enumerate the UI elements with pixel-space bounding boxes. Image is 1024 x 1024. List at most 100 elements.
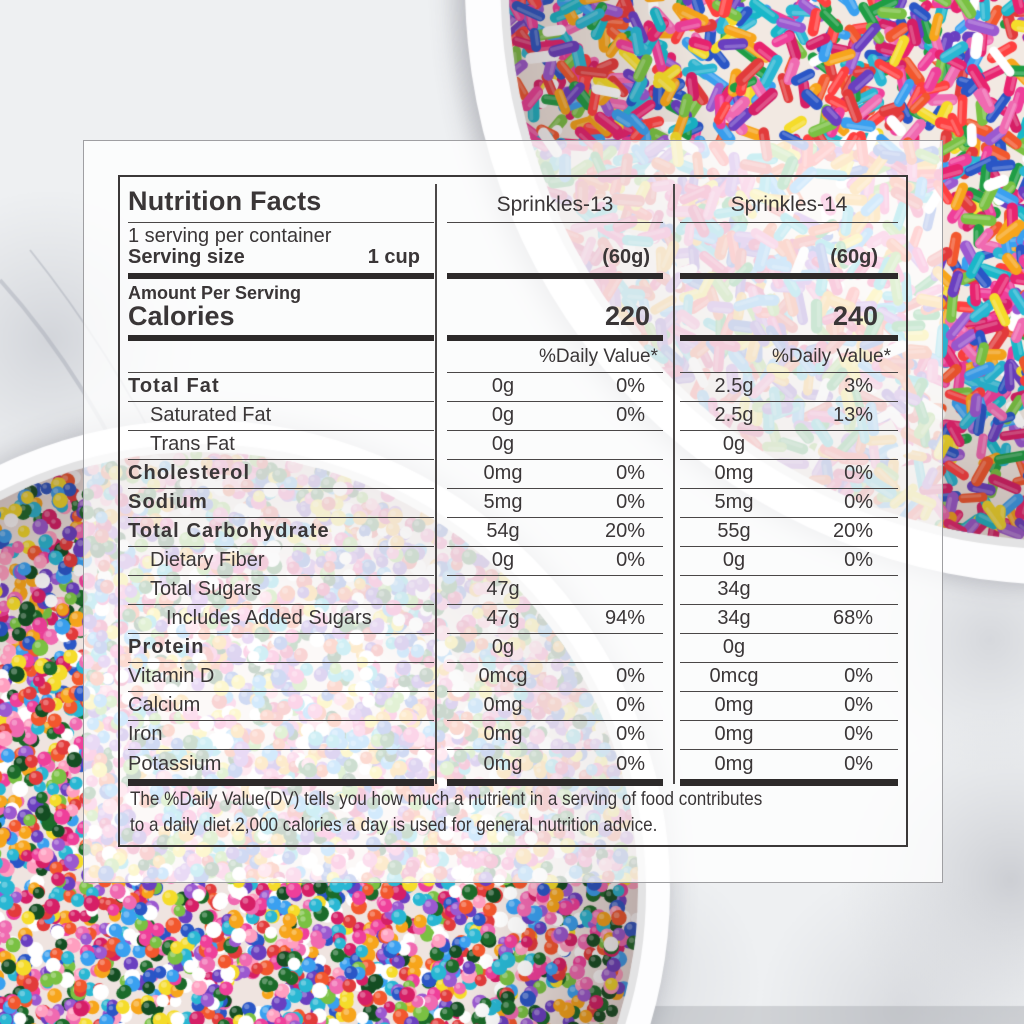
spacer-row [128,341,434,373]
servings-per-container: 1 serving per container [128,224,332,247]
table-row: 0mcg 0% [447,663,663,692]
nutrient-amount: 5mg [714,490,754,513]
table-row: Protein [128,634,434,663]
table-row: 0g [447,431,663,460]
nutrient-amount: 0mg [483,461,523,484]
table-row: Sodium [128,489,434,518]
nutrient-amount: 0mg [483,693,523,716]
nutrient-daily-value: 0% [844,752,873,775]
table-row: 0g [680,634,898,663]
table-row: 0mg 0% [680,721,898,750]
nutrient-amount: 54g [486,519,520,542]
nutrient-amount: 55g [717,519,751,542]
table-row: 47g [447,576,663,605]
column-divider [435,184,437,784]
nutrient-label: Vitamin D [128,664,215,687]
table-row: 55g 20% [680,518,898,547]
nutrient-amount: 0g [491,403,515,426]
spacer-row [447,223,663,248]
nutrient-label: Potassium [128,752,222,775]
nutrient-amount: 0g [491,635,515,658]
nutrient-daily-value: 68% [832,606,873,629]
nutrient-daily-value: 0% [844,548,873,571]
nutrient-amount: 0mg [483,752,523,775]
nutrient-daily-value: 0% [844,664,873,687]
table-row: 0g 0% [447,547,663,576]
table-row: 54g 20% [447,518,663,547]
nutrient-amount: 34g [717,577,751,600]
nutrient-amount: 0mcg [478,664,528,687]
nutrient-label: Includes Added Sugars [166,606,372,629]
nutrient-label: Protein [128,635,205,658]
nutrient-amount: 0g [491,432,515,455]
daily-value-header: %Daily Value* [680,341,898,373]
nutrient-label: Total Sugars [150,577,262,600]
table-row: 0mcg 0% [680,663,898,692]
table-row: 0g 0% [447,402,663,431]
amount-per-serving: Amount Per Serving [128,283,302,303]
nutrient-label: Calcium [128,693,201,716]
nutrient-label: Trans Fat [150,432,235,455]
nutrient-amount: 0g [491,374,515,397]
table-row: 0mg 0% [680,692,898,721]
nutrient-amount: 47g [486,606,520,629]
calories-label: Calories [128,301,434,341]
nutrient-amount: 0g [491,548,515,571]
nutrient-daily-value: 13% [832,403,873,426]
nutrient-daily-value: 0% [616,374,645,397]
table-row: Total Fat [128,373,434,402]
nutrient-daily-value: 0% [844,461,873,484]
nutrient-label: Total Carbohydrate [128,519,330,542]
table-row: Iron [128,721,434,750]
nutrition-facts-title: Nutrition Facts [128,185,322,216]
product-1-name: Sprinkles-13 [447,177,663,223]
nutrient-daily-value: 0% [844,722,873,745]
table-row: Calcium [128,692,434,721]
table-row: 0mg 0% [447,721,663,750]
nutrient-daily-value: 0% [616,693,645,716]
nutrient-label: Cholesterol [128,461,251,484]
product-1-weight: (60g) [447,246,663,279]
nutrient-label: Saturated Fat [150,403,272,426]
product-2-column: Sprinkles-14 (60g) 240 %Daily Value* 2.5… [680,177,898,786]
nutrient-daily-value: 20% [604,519,645,542]
table-row: Dietary Fiber [128,547,434,576]
nutrient-daily-value: 0% [616,548,645,571]
table-row: Trans Fat [128,431,434,460]
nutrient-amount: 0g [722,635,746,658]
table-row: 2.5g 3% [680,373,898,402]
nutrition-table: Nutrition Facts 1 serving per container … [118,175,908,847]
table-row: 0mg 0% [447,692,663,721]
nutrient-daily-value: 0% [616,752,645,775]
table-row: 0mg 0% [680,460,898,489]
nutrient-amount: 0mg [714,461,754,484]
nutrient-amount: 0mg [483,722,523,745]
table-row: Saturated Fat [128,402,434,431]
column-divider [673,184,675,784]
table-row: 5mg 0% [680,489,898,518]
nutrition-panel: Nutrition Facts 1 serving per container … [83,140,943,883]
nutrient-amount: 47g [486,577,520,600]
daily-value-footnote: The %Daily Value(DV) tells you how much … [130,788,763,836]
nutrient-amount: 0g [722,548,746,571]
table-row: 0g 0% [680,547,898,576]
nutrient-amount: 2.5g [714,374,754,397]
nutrient-amount: 0mcg [709,664,759,687]
nutrient-amount: 2.5g [714,403,754,426]
nutrient-label: Iron [128,722,163,745]
table-row: 0mg 0% [447,750,663,786]
nutrient-amount: 5mg [483,490,523,513]
nutrient-daily-value: 0% [844,490,873,513]
nutrient-daily-value: 94% [604,606,645,629]
table-row: 0g 0% [447,373,663,402]
spacer-row [680,223,898,248]
product-2-calories: 240 [680,301,898,341]
nutrient-amount: 0mg [714,722,754,745]
nutrient-amount: 0g [722,432,746,455]
nutrient-daily-value: 0% [616,461,645,484]
table-row: 47g 94% [447,605,663,634]
table-row: 34g [680,576,898,605]
product-2-weight: (60g) [680,246,898,279]
nutrient-label: Dietary Fiber [150,548,265,571]
serving-size-value: 1 cup [367,246,420,268]
